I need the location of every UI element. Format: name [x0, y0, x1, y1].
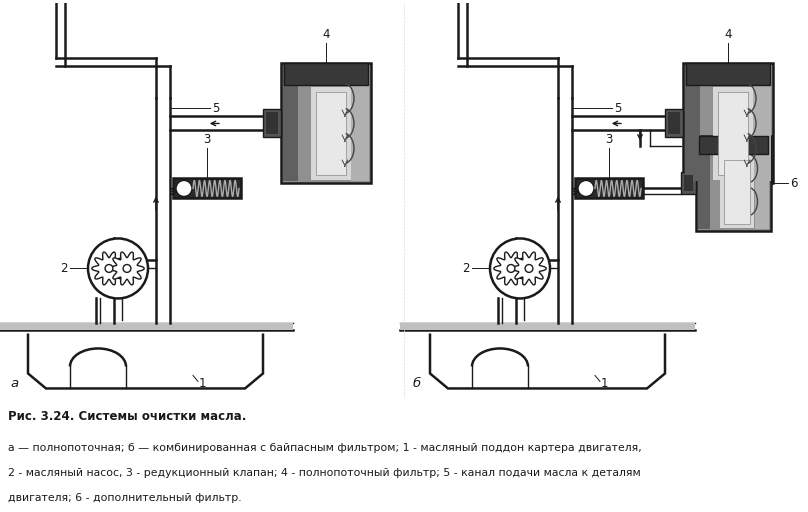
Text: двигателя; 6 - дополнительный фильтр.: двигателя; 6 - дополнительный фильтр.	[8, 493, 242, 503]
Text: 2: 2	[61, 262, 68, 275]
Bar	[665, 110, 683, 137]
Polygon shape	[494, 252, 528, 285]
Circle shape	[123, 265, 131, 272]
Bar	[283, 66, 298, 181]
Text: 4: 4	[322, 29, 330, 41]
Bar	[668, 113, 680, 135]
Bar	[284, 63, 368, 86]
Circle shape	[105, 265, 113, 272]
Bar	[281, 63, 371, 183]
Bar	[723, 160, 750, 224]
Text: 6: 6	[790, 177, 797, 190]
Bar	[680, 173, 696, 195]
Circle shape	[578, 180, 594, 197]
Bar	[400, 324, 695, 330]
Polygon shape	[110, 252, 144, 285]
Bar	[755, 138, 768, 229]
Polygon shape	[92, 252, 126, 285]
Bar	[696, 136, 771, 231]
Text: б: б	[413, 377, 421, 391]
Bar	[351, 66, 369, 181]
Bar	[753, 66, 771, 181]
Polygon shape	[511, 252, 546, 285]
Bar	[0, 324, 293, 330]
Bar	[718, 93, 748, 176]
Text: а: а	[10, 377, 18, 391]
Text: 2: 2	[462, 262, 470, 275]
Bar	[684, 176, 692, 191]
Text: 3: 3	[605, 134, 612, 146]
Text: Рис. 3.24. Системы очистки масла.: Рис. 3.24. Системы очистки масла.	[8, 410, 246, 422]
Bar	[316, 93, 346, 176]
Text: 1: 1	[601, 377, 608, 390]
Bar	[713, 88, 753, 180]
Circle shape	[490, 239, 550, 298]
Bar	[266, 113, 278, 135]
Text: 3: 3	[204, 134, 211, 146]
Bar	[686, 63, 770, 86]
Text: 5: 5	[212, 102, 220, 115]
Circle shape	[525, 265, 533, 272]
Bar	[685, 66, 700, 181]
Bar	[311, 88, 351, 180]
Bar	[698, 136, 768, 154]
Text: а — полнопоточная; б — комбинированная с байпасным фильтром; 1 - масляный поддон: а — полнопоточная; б — комбинированная с…	[8, 443, 642, 454]
Text: 4: 4	[724, 29, 732, 41]
Text: 1: 1	[199, 377, 207, 390]
Bar	[697, 138, 709, 229]
Bar	[575, 179, 643, 199]
Bar	[173, 179, 241, 199]
Circle shape	[507, 265, 515, 272]
Text: 5: 5	[614, 102, 621, 115]
Bar	[263, 110, 281, 137]
Text: 2 - масляный насос, 3 - редукционный клапан; 4 - полнопоточный фильтр; 5 - канал: 2 - масляный насос, 3 - редукционный кла…	[8, 468, 641, 478]
Bar	[683, 63, 773, 183]
Circle shape	[88, 239, 148, 298]
Circle shape	[176, 180, 192, 197]
Bar	[719, 156, 754, 228]
